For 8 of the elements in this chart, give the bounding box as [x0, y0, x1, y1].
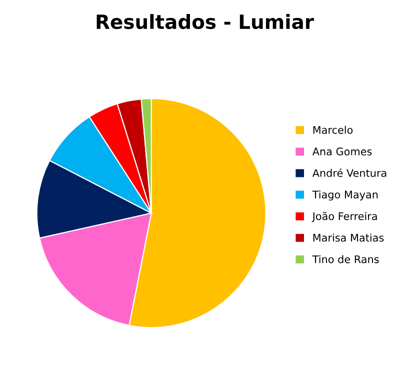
legend-label: Tino de Rans [312, 255, 379, 264]
legend-label: Marcelo [313, 126, 353, 134]
legend-label: Tiago Mayan [312, 190, 378, 200]
legend-label: João Ferreira [312, 212, 377, 222]
chart-title: Resultados - Lumiar [96, 14, 314, 30]
legend-label: André Ventura [312, 168, 386, 177]
legend-label: Marisa Matias [313, 234, 384, 242]
legend-label: Ana Gomes [312, 148, 372, 156]
